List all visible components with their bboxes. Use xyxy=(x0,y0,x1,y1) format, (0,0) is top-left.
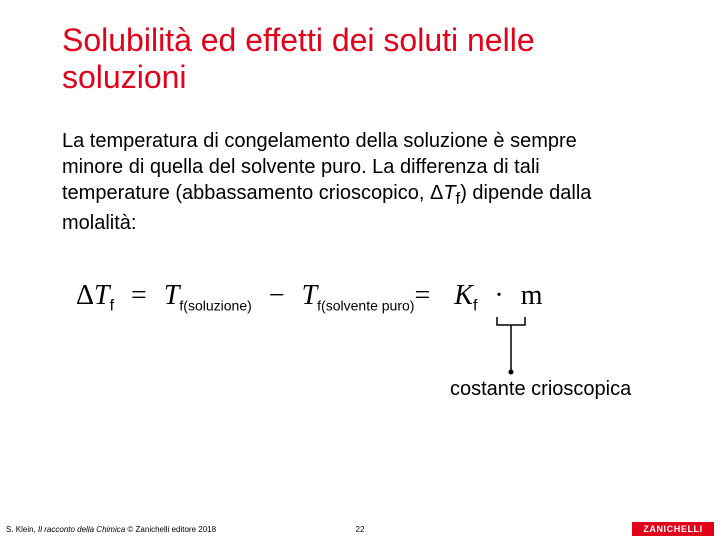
publisher-logo: ZANICHELLI xyxy=(632,522,714,536)
eq-T1: T xyxy=(94,280,110,311)
eq-T2: T xyxy=(164,280,180,311)
eq-T3: T xyxy=(302,280,318,311)
callout-label: costante crioscopica xyxy=(450,378,631,401)
eq-sub-sol: f(soluzione) xyxy=(179,298,251,314)
callout-connector xyxy=(495,315,545,380)
eq-minus: − xyxy=(269,280,285,311)
footer-page-number: 22 xyxy=(356,525,365,534)
footer: S. Klein, Il racconto della Chimica © Za… xyxy=(0,518,720,540)
body-paragraph: La temperatura di congelamento della sol… xyxy=(62,128,642,236)
eq-m: m xyxy=(521,280,543,311)
footer-book: Il racconto della Chimica xyxy=(38,525,125,534)
eq-delta1: Δ xyxy=(76,280,94,311)
equation: ΔTf = Tf(soluzione) − Tf(solvente puro)=… xyxy=(76,280,656,316)
eq-K: K xyxy=(454,280,473,311)
slide-title: Solubilità ed effetti dei soluti nelle s… xyxy=(62,22,662,96)
footer-author: S. Klein, xyxy=(6,525,36,534)
footer-credit: S. Klein, Il racconto della Chimica © Za… xyxy=(6,525,216,534)
footer-publisher: © Zanichelli editore 2018 xyxy=(127,525,216,534)
eq-sub-fK: f xyxy=(473,298,477,315)
eq-equals1: = xyxy=(131,280,147,311)
eq-sub-f1: f xyxy=(110,298,114,315)
body-var: T xyxy=(443,182,455,204)
eq-dot: · xyxy=(494,280,503,311)
eq-sub-puro: f(solvente puro) xyxy=(317,298,414,314)
slide: Solubilità ed effetti dei soluti nelle s… xyxy=(0,0,720,540)
eq-equals2: = xyxy=(414,280,430,311)
publisher-logo-text: ZANICHELLI xyxy=(643,524,703,534)
